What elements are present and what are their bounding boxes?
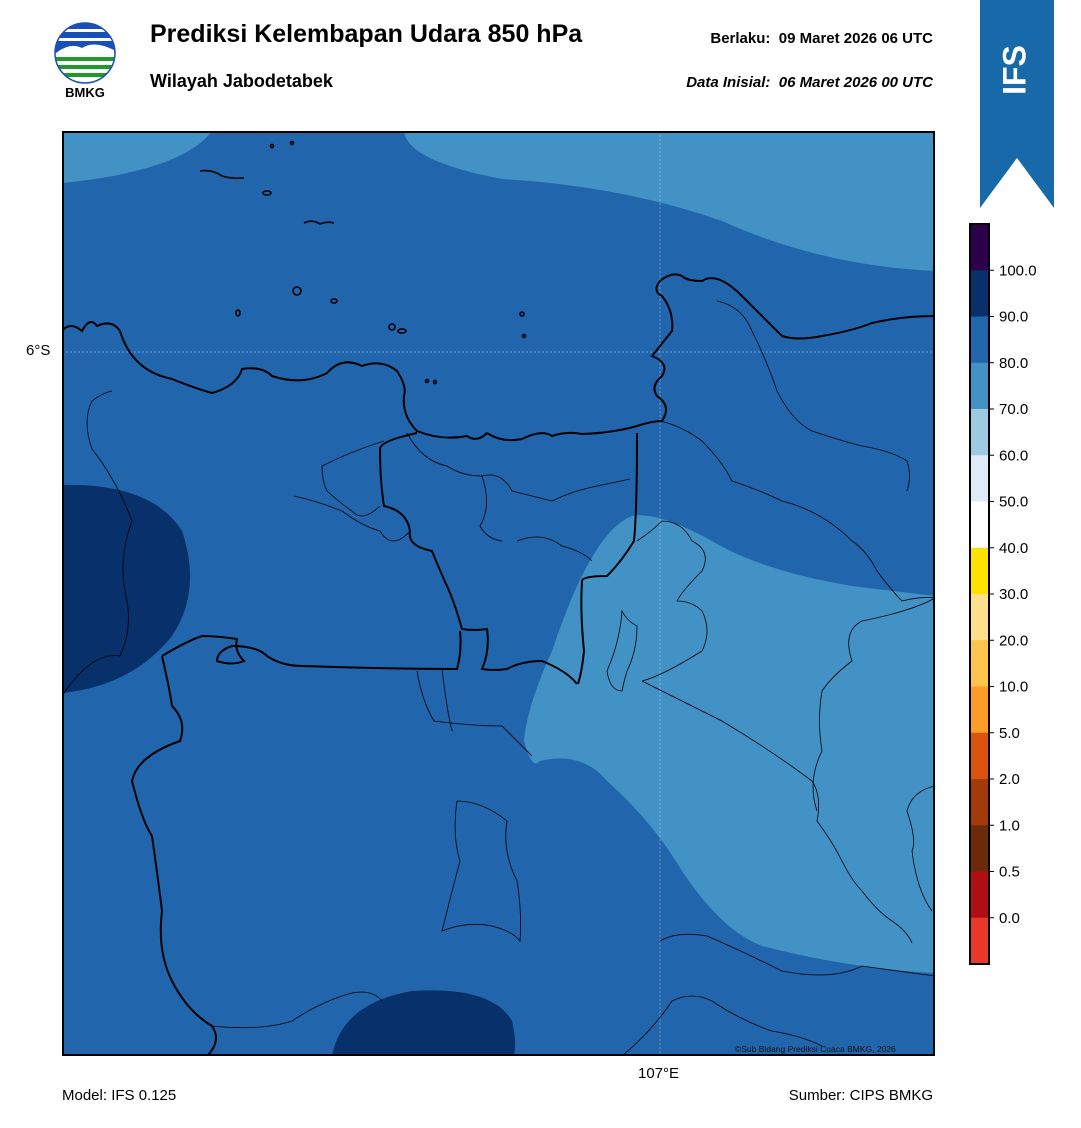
region-90-100-south bbox=[332, 990, 516, 1056]
colorbar-swatch bbox=[970, 316, 989, 364]
colorbar-swatch bbox=[970, 594, 989, 641]
colorbar-swatch bbox=[970, 686, 989, 734]
province-boundaries bbox=[130, 432, 638, 1056]
init-label: Data Inisial: bbox=[686, 74, 771, 91]
copyright-text: ©Sub Bidang Prediksi Cuaca BMKG, 2026 bbox=[735, 1044, 896, 1054]
colorbar: 100.0 90.0 80.0 70.0 60.0 50.0 40.0 30.0 20.0 10.… bbox=[969, 223, 1037, 965]
colorbar-label: 2.0 bbox=[999, 771, 1020, 788]
colorbar-swatch bbox=[970, 501, 989, 549]
init-time: Data Inisial: 06 Maret 2026 00 UTC bbox=[686, 74, 933, 91]
humidity-map bbox=[62, 131, 935, 1056]
region-70-80-east bbox=[524, 515, 935, 973]
colorbar-label: 50.0 bbox=[999, 494, 1028, 511]
colorbar-swatch bbox=[970, 825, 989, 872]
colorbar-swatch bbox=[970, 917, 989, 965]
bmkg-logo: BMKG bbox=[54, 22, 116, 100]
colorbar-label: 10.0 bbox=[999, 679, 1028, 696]
colorbar-swatch bbox=[970, 547, 989, 595]
region-70-80-top-left bbox=[62, 131, 212, 183]
map-subtitle: Wilayah Jabodetabek bbox=[150, 71, 333, 91]
colorbar-label: 1.0 bbox=[999, 817, 1020, 834]
colorbar-label: 30.0 bbox=[999, 586, 1028, 603]
logo-text: BMKG bbox=[65, 85, 105, 100]
colorbar-label: 0.5 bbox=[999, 864, 1020, 881]
colorbar-swatch bbox=[970, 455, 989, 502]
colorbar-swatches bbox=[970, 224, 989, 965]
colorbar-label: 90.0 bbox=[999, 309, 1028, 326]
colorbar-swatch bbox=[970, 409, 989, 456]
regency-boundaries bbox=[62, 300, 935, 1056]
valid-time: Berlaku: 09 Maret 2026 06 UTC bbox=[710, 30, 933, 47]
colorbar-label: 5.0 bbox=[999, 725, 1020, 742]
colorbar-labels: 100.0 90.0 80.0 70.0 60.0 50.0 40.0 30.0 20.0 10.… bbox=[989, 262, 1037, 927]
colorbar-label: 100.0 bbox=[999, 262, 1037, 279]
region-70-80-top-right bbox=[404, 131, 935, 271]
map-title: Prediksi Kelembapan Udara 850 hPa bbox=[150, 20, 583, 48]
islands bbox=[199, 140, 527, 385]
ribbon-text: IFS bbox=[996, 45, 1032, 95]
colorbar-label: 70.0 bbox=[999, 401, 1028, 418]
coastline bbox=[62, 273, 935, 442]
colorbar-swatch bbox=[970, 640, 989, 687]
colorbar-swatch bbox=[970, 270, 989, 317]
colorbar-swatch bbox=[970, 732, 989, 780]
longitude-label: 107°E bbox=[638, 1065, 680, 1082]
colorbar-swatch bbox=[970, 779, 989, 826]
valid-value: 09 Maret 2026 06 UTC bbox=[778, 30, 933, 47]
colorbar-label: 20.0 bbox=[999, 632, 1028, 649]
colorbar-label: 0.0 bbox=[999, 910, 1020, 927]
valid-label: Berlaku: bbox=[710, 30, 771, 47]
ifs-ribbon: IFS bbox=[980, 0, 1054, 208]
source-info: Sumber: CIPS BMKG bbox=[788, 1087, 933, 1104]
colorbar-swatch bbox=[970, 224, 989, 271]
init-value: 06 Maret 2026 00 UTC bbox=[778, 74, 933, 91]
region-90-100-west bbox=[62, 484, 190, 693]
colorbar-label: 60.0 bbox=[999, 447, 1028, 464]
colorbar-swatch bbox=[970, 871, 989, 919]
colorbar-label: 80.0 bbox=[999, 355, 1028, 372]
latitude-label: 6°S bbox=[26, 342, 51, 359]
colorbar-label: 40.0 bbox=[999, 540, 1028, 557]
model-info: Model: IFS 0.125 bbox=[62, 1087, 177, 1104]
colorbar-swatch bbox=[970, 362, 989, 410]
